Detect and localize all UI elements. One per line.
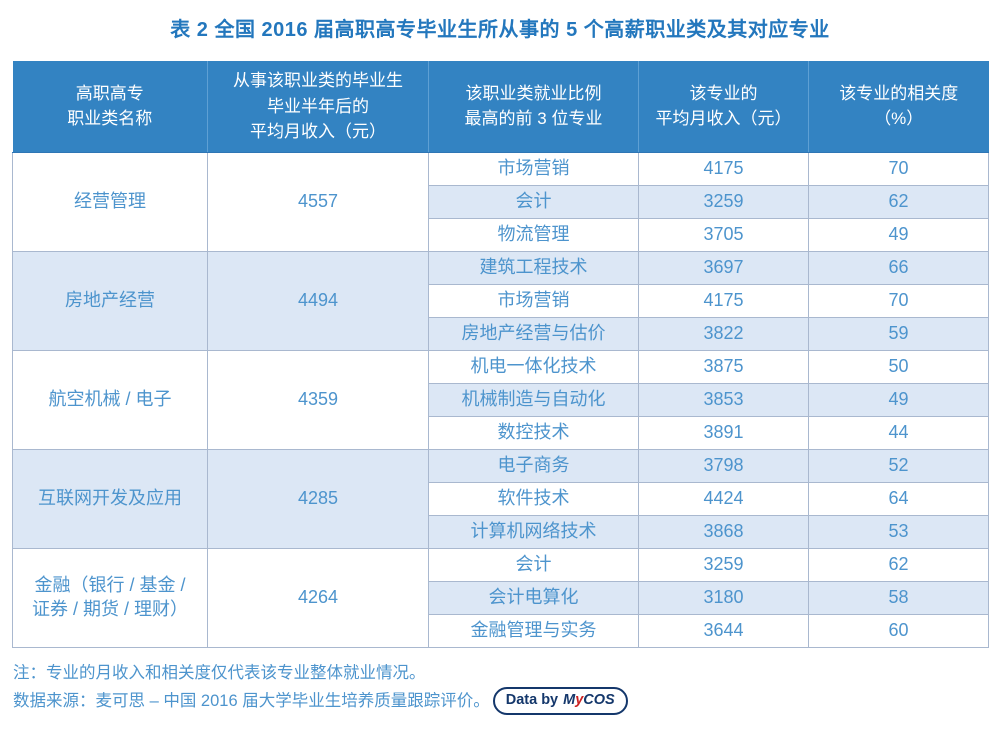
table-body: 经营管理 4557 市场营销 4175 70 会计 3259 62 物流管理 3… bbox=[12, 151, 989, 648]
table-row: 会计电算化 3180 58 bbox=[13, 580, 989, 615]
table-row: 会计 3259 62 bbox=[13, 184, 989, 219]
relevance-cell: 49 bbox=[808, 382, 989, 417]
relevance-cell: 70 bbox=[808, 283, 989, 318]
major-income-cell: 3868 bbox=[638, 514, 809, 549]
major-cell: 市场营销 bbox=[428, 283, 639, 318]
major-cell: 会计电算化 bbox=[428, 580, 639, 615]
relevance-cell: 49 bbox=[808, 217, 989, 252]
major-cell: 机械制造与自动化 bbox=[428, 382, 639, 417]
note-line: 注：专业的月收入和相关度仅代表该专业整体就业情况。 bbox=[13, 663, 426, 682]
major-cell: 物流管理 bbox=[428, 217, 639, 252]
major-income-cell: 3259 bbox=[638, 547, 809, 582]
table-row: 互联网开发及应用 4285 电子商务 3798 52 bbox=[12, 448, 989, 549]
major-cell: 数控技术 bbox=[428, 415, 639, 450]
major-income-cell: 4175 bbox=[638, 151, 809, 186]
table-row: 航空机械 / 电子 4359 机电一体化技术 3875 50 bbox=[12, 349, 989, 450]
col-header-category: 高职高专 职业类名称 bbox=[12, 61, 208, 153]
major-cell: 软件技术 bbox=[428, 481, 639, 516]
header-row: 高职高专 职业类名称 从事该职业类的毕业生 毕业半年后的 平均月收入（元） 该职… bbox=[12, 61, 989, 153]
relevance-cell: 58 bbox=[808, 580, 989, 615]
page-title: 表 2 全国 2016 届高职高专毕业生所从事的 5 个高薪职业类及其对应专业 bbox=[170, 19, 830, 41]
major-cell: 房地产经营与估价 bbox=[428, 316, 639, 351]
category-income-cell: 4494 bbox=[207, 250, 429, 351]
major-cell: 会计 bbox=[428, 547, 639, 582]
major-income-cell: 3259 bbox=[638, 184, 809, 219]
major-income-cell: 4175 bbox=[638, 283, 809, 318]
major-cell: 机电一体化技术 bbox=[428, 349, 639, 384]
col-header-category-income: 从事该职业类的毕业生 毕业半年后的 平均月收入（元） bbox=[207, 61, 429, 153]
relevance-cell: 62 bbox=[808, 184, 989, 219]
source-text: 数据来源：麦可思 – 中国 2016 届大学毕业生培养质量跟踪评价。 bbox=[13, 691, 490, 710]
major-income-cell: 3853 bbox=[638, 382, 809, 417]
major-income-cell: 3180 bbox=[638, 580, 809, 615]
relevance-cell: 50 bbox=[808, 349, 989, 384]
badge-data-by-text: Data by bbox=[505, 692, 559, 709]
table-row: 机械制造与自动化 3853 49 bbox=[13, 382, 989, 417]
relevance-cell: 70 bbox=[808, 151, 989, 186]
category-cell: 房地产经营 bbox=[12, 250, 208, 351]
col-header-major-income: 该专业的 平均月收入（元） bbox=[638, 61, 809, 153]
category-income-cell: 4557 bbox=[207, 151, 429, 252]
relevance-cell: 59 bbox=[808, 316, 989, 351]
relevance-cell: 64 bbox=[808, 481, 989, 516]
major-income-cell: 4424 bbox=[638, 481, 809, 516]
relevance-cell: 62 bbox=[808, 547, 989, 582]
major-cell: 电子商务 bbox=[428, 448, 639, 483]
source-line: 数据来源：麦可思 – 中国 2016 届大学毕业生培养质量跟踪评价。 Data … bbox=[13, 687, 1000, 716]
major-cell: 金融管理与实务 bbox=[428, 613, 639, 648]
major-cell: 计算机网络技术 bbox=[428, 514, 639, 549]
major-income-cell: 3891 bbox=[638, 415, 809, 450]
category-cell: 航空机械 / 电子 bbox=[12, 349, 208, 450]
table-row: 计算机网络技术 3868 53 bbox=[13, 514, 989, 549]
table-row: 房地产经营 4494 建筑工程技术 3697 66 bbox=[12, 250, 989, 351]
major-cell: 建筑工程技术 bbox=[428, 250, 639, 285]
category-cell: 互联网开发及应用 bbox=[12, 448, 208, 549]
major-income-cell: 3798 bbox=[638, 448, 809, 483]
table-row: 软件技术 4424 64 bbox=[13, 481, 989, 516]
table-row: 房地产经营与估价 3822 59 bbox=[13, 316, 989, 351]
relevance-cell: 44 bbox=[808, 415, 989, 450]
relevance-cell: 52 bbox=[808, 448, 989, 483]
major-cell: 会计 bbox=[428, 184, 639, 219]
major-income-cell: 3644 bbox=[638, 613, 809, 648]
major-income-cell: 3822 bbox=[638, 316, 809, 351]
major-cell: 市场营销 bbox=[428, 151, 639, 186]
major-income-cell: 3705 bbox=[638, 217, 809, 252]
category-income-cell: 4285 bbox=[207, 448, 429, 549]
table-row: 市场营销 4175 70 bbox=[13, 283, 989, 318]
col-header-top-majors: 该职业类就业比例 最高的前 3 位专业 bbox=[428, 61, 639, 153]
mycos-badge: Data by M y COS bbox=[492, 687, 628, 716]
major-income-cell: 3875 bbox=[638, 349, 809, 384]
badge-mycos-m: M bbox=[563, 692, 576, 709]
category-cell: 金融（银行 / 基金 / 证券 / 期货 / 理财） bbox=[12, 547, 208, 648]
relevance-cell: 60 bbox=[808, 613, 989, 648]
relevance-cell: 53 bbox=[808, 514, 989, 549]
category-cell: 经营管理 bbox=[12, 151, 208, 252]
major-income-cell: 3697 bbox=[638, 250, 809, 285]
category-income-cell: 4264 bbox=[207, 547, 429, 648]
table-row: 金融（银行 / 基金 / 证券 / 期货 / 理财） 4264 会计 3259 … bbox=[12, 547, 989, 648]
badge-mycos-cos: COS bbox=[583, 692, 615, 709]
category-income-cell: 4359 bbox=[207, 349, 429, 450]
table-row: 经营管理 4557 市场营销 4175 70 bbox=[12, 151, 989, 252]
salary-table: 高职高专 职业类名称 从事该职业类的毕业生 毕业半年后的 平均月收入（元） 该职… bbox=[12, 61, 989, 648]
table-row: 金融管理与实务 3644 60 bbox=[13, 613, 989, 648]
badge-mycos-y: y bbox=[575, 692, 584, 709]
footnotes: 注：专业的月收入和相关度仅代表该专业整体就业情况。 数据来源：麦可思 – 中国 … bbox=[13, 660, 1000, 716]
table-row: 物流管理 3705 49 bbox=[13, 217, 989, 252]
table-header: 高职高专 职业类名称 从事该职业类的毕业生 毕业半年后的 平均月收入（元） 该职… bbox=[12, 61, 989, 153]
col-header-relevance: 该专业的相关度 （%） bbox=[808, 61, 989, 153]
relevance-cell: 66 bbox=[808, 250, 989, 285]
